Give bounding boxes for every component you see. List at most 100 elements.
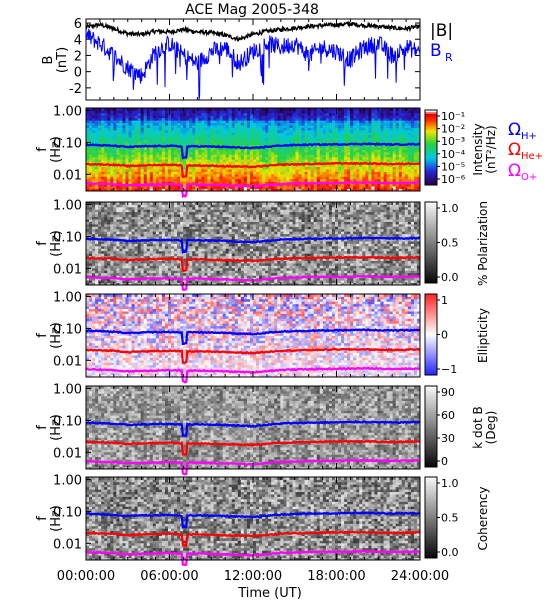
spectrogram-cell (95, 147, 99, 150)
spectrogram-cell (167, 216, 172, 220)
spectrogram-cell (413, 186, 418, 189)
spectrogram-cell (89, 206, 93, 210)
spectrogram-cell (298, 151, 302, 155)
spectrogram-cell (89, 149, 93, 153)
spectrogram-cell (383, 164, 387, 167)
spectrogram-cell (104, 173, 108, 177)
spectrogram-cell (283, 115, 287, 119)
spectrogram-cell (122, 149, 126, 153)
spectrogram-cell (356, 134, 360, 138)
spectrogram-cell (319, 125, 324, 128)
spectrogram-cell (313, 156, 318, 160)
spectrogram-cell (225, 161, 230, 165)
spectrogram-cell (95, 149, 99, 153)
spectrogram-cell (213, 159, 217, 163)
spectrogram-cell (259, 171, 263, 175)
spectrogram-cell (98, 176, 102, 180)
spectrogram-cell (131, 137, 135, 141)
spectrogram-cell (210, 108, 214, 111)
spectrogram-cell (356, 112, 360, 116)
spectrogram-cell (155, 267, 160, 271)
spectrogram-cell (86, 277, 90, 281)
spectrogram-cell (174, 204, 178, 208)
spectrogram-cell (104, 265, 108, 269)
spectrogram-cell (201, 134, 205, 138)
spectrogram-cell (137, 127, 142, 131)
spectrogram-cell (365, 110, 369, 114)
spectrogram-cell (128, 178, 132, 182)
spectrogram-cell (158, 248, 163, 252)
spectrogram-cell (249, 156, 254, 160)
spectrogram-cell (210, 166, 214, 170)
spectrogram-cell (237, 142, 242, 146)
spectrogram-cell (149, 115, 154, 119)
spectrogram-cell (350, 169, 354, 172)
spectrogram-cell (383, 122, 387, 126)
spectrogram-cell (225, 149, 230, 153)
spectrogram-cell (140, 142, 145, 146)
spectrogram-cell (225, 129, 230, 133)
spectrogram-cell (219, 186, 224, 189)
spectrogram-cell (180, 221, 184, 225)
spectrogram-cell (198, 117, 202, 121)
spectrogram-cell (183, 275, 187, 279)
spectrogram-cell (413, 159, 418, 163)
spectrogram-cell (161, 209, 166, 213)
spectrogram-cell (140, 211, 145, 215)
spectrogram-cell (152, 255, 157, 259)
spectrogram-cell (101, 188, 105, 192)
spectrogram-cell (286, 178, 290, 182)
spectrogram-cell (338, 154, 342, 158)
spectrogram-cell (161, 151, 166, 155)
spectrogram-cell (259, 176, 263, 180)
spectrogram-cell (286, 108, 290, 111)
spectrogram-cell (125, 115, 129, 119)
spectrogram-cell (146, 134, 151, 138)
spectrogram-cell (119, 125, 123, 128)
spectrogram-cell (161, 122, 166, 126)
spectrogram-cell (410, 144, 415, 148)
spectrogram-cell (143, 228, 148, 232)
spectrogram-cell (149, 171, 154, 175)
spectrogram-cell (116, 159, 120, 163)
spectrogram-cell (271, 139, 275, 143)
spectrogram-cell (177, 265, 181, 269)
spectrogram-cell (286, 134, 290, 138)
spectrogram-cell (119, 112, 123, 116)
spectrogram-cell (86, 219, 90, 222)
spectrogram-cell (104, 166, 108, 170)
spectrogram-cell (107, 176, 111, 180)
spectrogram-cell (286, 129, 290, 133)
spectrogram-cell (110, 216, 114, 220)
spectrogram-cell (292, 122, 296, 126)
spectrogram-cell (310, 115, 315, 119)
spectrogram-cell (174, 161, 178, 165)
spectrogram-cell (134, 115, 139, 119)
spectrogram-cell (116, 134, 120, 138)
spectrogram-cell (383, 120, 387, 124)
spectrogram-cell (98, 151, 102, 155)
spectrogram-cell (374, 117, 378, 121)
spectrogram-cell (113, 188, 117, 192)
spectrogram-cell (95, 204, 99, 208)
spectrogram-cell (140, 186, 145, 189)
spectrogram-cell (246, 171, 251, 175)
spectrogram-cell (89, 108, 93, 111)
spectrogram-cell (341, 127, 345, 131)
spectrogram-cell (195, 142, 199, 146)
spectrogram-cell (149, 161, 154, 165)
spectrogram-cell (137, 282, 142, 286)
spectrogram-cell (259, 161, 263, 165)
spectrogram-cell (380, 149, 384, 153)
spectrogram-cell (149, 219, 154, 222)
spectrogram-cell (204, 108, 208, 111)
spectrogram-cell (174, 245, 178, 249)
spectrogram-cell (228, 137, 233, 141)
spectrogram-cell (149, 149, 154, 153)
spectrogram-cell (104, 159, 108, 163)
spectrogram-cell (377, 134, 381, 138)
spectrogram-cell (137, 231, 142, 235)
spectrogram-cell (198, 156, 202, 160)
spectrogram-cell (231, 176, 236, 180)
spectrogram-cell (359, 129, 363, 133)
